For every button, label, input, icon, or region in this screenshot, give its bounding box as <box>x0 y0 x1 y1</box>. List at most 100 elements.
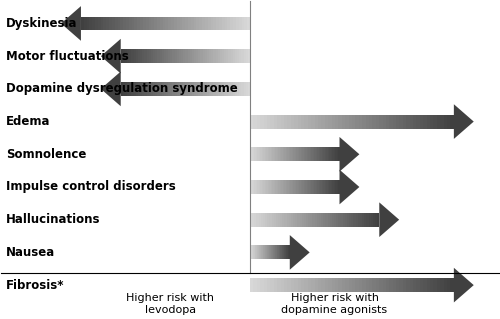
Polygon shape <box>134 82 136 96</box>
Polygon shape <box>318 147 320 161</box>
Polygon shape <box>230 49 233 63</box>
Polygon shape <box>294 147 295 161</box>
Polygon shape <box>348 278 352 292</box>
Polygon shape <box>318 180 320 194</box>
Polygon shape <box>264 245 265 259</box>
Polygon shape <box>146 17 148 30</box>
Polygon shape <box>324 278 328 292</box>
Polygon shape <box>292 147 294 161</box>
Polygon shape <box>151 82 153 96</box>
Polygon shape <box>366 213 368 226</box>
Polygon shape <box>248 82 250 96</box>
Polygon shape <box>267 278 270 292</box>
Polygon shape <box>192 49 194 63</box>
Polygon shape <box>366 115 369 129</box>
Text: Dyskinesia: Dyskinesia <box>6 17 78 30</box>
Polygon shape <box>168 82 170 96</box>
Polygon shape <box>268 180 270 194</box>
Polygon shape <box>316 147 317 161</box>
Polygon shape <box>310 213 312 226</box>
Polygon shape <box>244 49 246 63</box>
Polygon shape <box>164 49 166 63</box>
Polygon shape <box>127 82 130 96</box>
Polygon shape <box>127 49 130 63</box>
Polygon shape <box>267 213 270 226</box>
Polygon shape <box>366 278 369 292</box>
Polygon shape <box>328 278 332 292</box>
Polygon shape <box>283 147 284 161</box>
Polygon shape <box>299 180 300 194</box>
Polygon shape <box>154 17 157 30</box>
Polygon shape <box>130 49 132 63</box>
Polygon shape <box>286 245 287 259</box>
Polygon shape <box>304 180 305 194</box>
Polygon shape <box>261 213 263 226</box>
Polygon shape <box>345 278 348 292</box>
Polygon shape <box>170 82 172 96</box>
Polygon shape <box>342 213 345 226</box>
Polygon shape <box>226 49 228 63</box>
Polygon shape <box>302 147 304 161</box>
Polygon shape <box>280 278 284 292</box>
Polygon shape <box>447 115 450 129</box>
Polygon shape <box>332 180 334 194</box>
Polygon shape <box>216 49 218 63</box>
Polygon shape <box>380 202 399 237</box>
Polygon shape <box>106 17 109 30</box>
Polygon shape <box>386 115 390 129</box>
Polygon shape <box>369 278 372 292</box>
Polygon shape <box>101 39 120 73</box>
Polygon shape <box>450 115 454 129</box>
Polygon shape <box>129 17 132 30</box>
Polygon shape <box>192 82 194 96</box>
Polygon shape <box>211 49 214 63</box>
Polygon shape <box>320 147 322 161</box>
Polygon shape <box>342 278 345 292</box>
Polygon shape <box>392 278 396 292</box>
Polygon shape <box>334 147 335 161</box>
Polygon shape <box>260 278 264 292</box>
Polygon shape <box>332 115 335 129</box>
Polygon shape <box>345 115 348 129</box>
Polygon shape <box>144 49 146 63</box>
Polygon shape <box>287 245 288 259</box>
Polygon shape <box>138 49 140 63</box>
Polygon shape <box>136 82 138 96</box>
Polygon shape <box>382 278 386 292</box>
Polygon shape <box>242 49 244 63</box>
Polygon shape <box>153 49 155 63</box>
Polygon shape <box>200 49 202 63</box>
Polygon shape <box>335 115 338 129</box>
Polygon shape <box>265 180 266 194</box>
Polygon shape <box>284 147 286 161</box>
Polygon shape <box>170 49 172 63</box>
Polygon shape <box>90 17 92 30</box>
Polygon shape <box>238 17 242 30</box>
Polygon shape <box>338 115 342 129</box>
Polygon shape <box>298 147 299 161</box>
Polygon shape <box>298 278 301 292</box>
Polygon shape <box>348 115 352 129</box>
Polygon shape <box>372 278 376 292</box>
Polygon shape <box>84 17 86 30</box>
Polygon shape <box>282 147 283 161</box>
Polygon shape <box>424 115 426 129</box>
Polygon shape <box>263 213 265 226</box>
Polygon shape <box>152 17 154 30</box>
Polygon shape <box>256 147 258 161</box>
Polygon shape <box>328 213 330 226</box>
Polygon shape <box>376 278 379 292</box>
Polygon shape <box>256 245 258 259</box>
Polygon shape <box>148 17 152 30</box>
Polygon shape <box>349 213 352 226</box>
Polygon shape <box>222 82 224 96</box>
Polygon shape <box>252 245 254 259</box>
Polygon shape <box>274 213 276 226</box>
Polygon shape <box>277 278 280 292</box>
Polygon shape <box>254 278 257 292</box>
Polygon shape <box>257 115 260 129</box>
Polygon shape <box>205 82 207 96</box>
Polygon shape <box>329 180 330 194</box>
Polygon shape <box>138 82 140 96</box>
Polygon shape <box>286 147 288 161</box>
